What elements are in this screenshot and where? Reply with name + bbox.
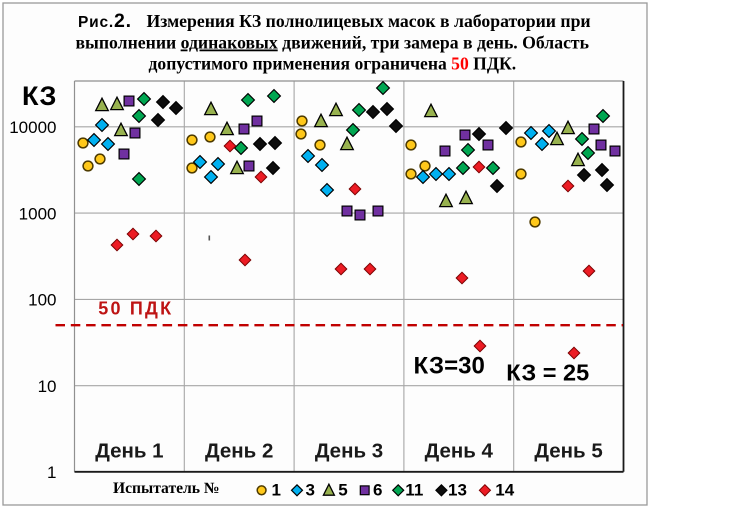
svg-text:День 2: День 2 bbox=[205, 440, 273, 463]
svg-text:1000: 1000 bbox=[19, 204, 57, 223]
svg-text:Испытатель №: Испытатель № bbox=[113, 480, 220, 497]
svg-text:10000: 10000 bbox=[9, 118, 56, 137]
svg-text:13: 13 bbox=[448, 481, 467, 500]
svg-text:100: 100 bbox=[28, 291, 56, 310]
svg-text:3: 3 bbox=[306, 481, 315, 500]
svg-text:50 ПДК: 50 ПДК bbox=[98, 299, 173, 319]
svg-text:1: 1 bbox=[47, 463, 56, 482]
svg-text:допустимого применения огранич: допустимого применения ограничена 50 ПДК… bbox=[149, 54, 517, 74]
svg-text:1: 1 bbox=[272, 481, 281, 500]
svg-text:5: 5 bbox=[338, 481, 347, 500]
svg-text:Рис.2.: Рис.2. bbox=[78, 10, 132, 32]
svg-text:День 4: День 4 bbox=[425, 440, 494, 463]
svg-text:КЗ: КЗ bbox=[22, 81, 56, 111]
svg-text:День 3: День 3 bbox=[315, 440, 383, 463]
svg-text:14: 14 bbox=[495, 481, 514, 500]
svg-text:КЗ=30: КЗ=30 bbox=[414, 352, 485, 379]
svg-text:КЗ = 25: КЗ = 25 bbox=[506, 360, 589, 386]
svg-text:Измерения КЗ полнолицевых масо: Измерения КЗ полнолицевых масок в лабора… bbox=[147, 11, 591, 31]
svg-text:День 1: День 1 bbox=[95, 440, 163, 463]
svg-text:10: 10 bbox=[38, 377, 57, 396]
svg-text:выполнении одинаковых движений: выполнении одинаковых движений, три заме… bbox=[76, 33, 589, 53]
svg-text:День 5: День 5 bbox=[534, 440, 602, 463]
svg-text:11: 11 bbox=[405, 481, 423, 500]
svg-text:6: 6 bbox=[373, 481, 382, 500]
